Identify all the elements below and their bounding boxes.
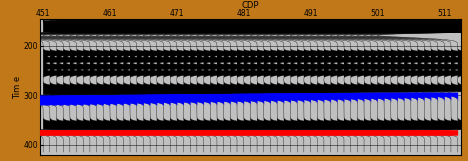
X-axis label: CDP: CDP: [241, 0, 259, 9]
Y-axis label: Tim e: Tim e: [14, 75, 22, 99]
